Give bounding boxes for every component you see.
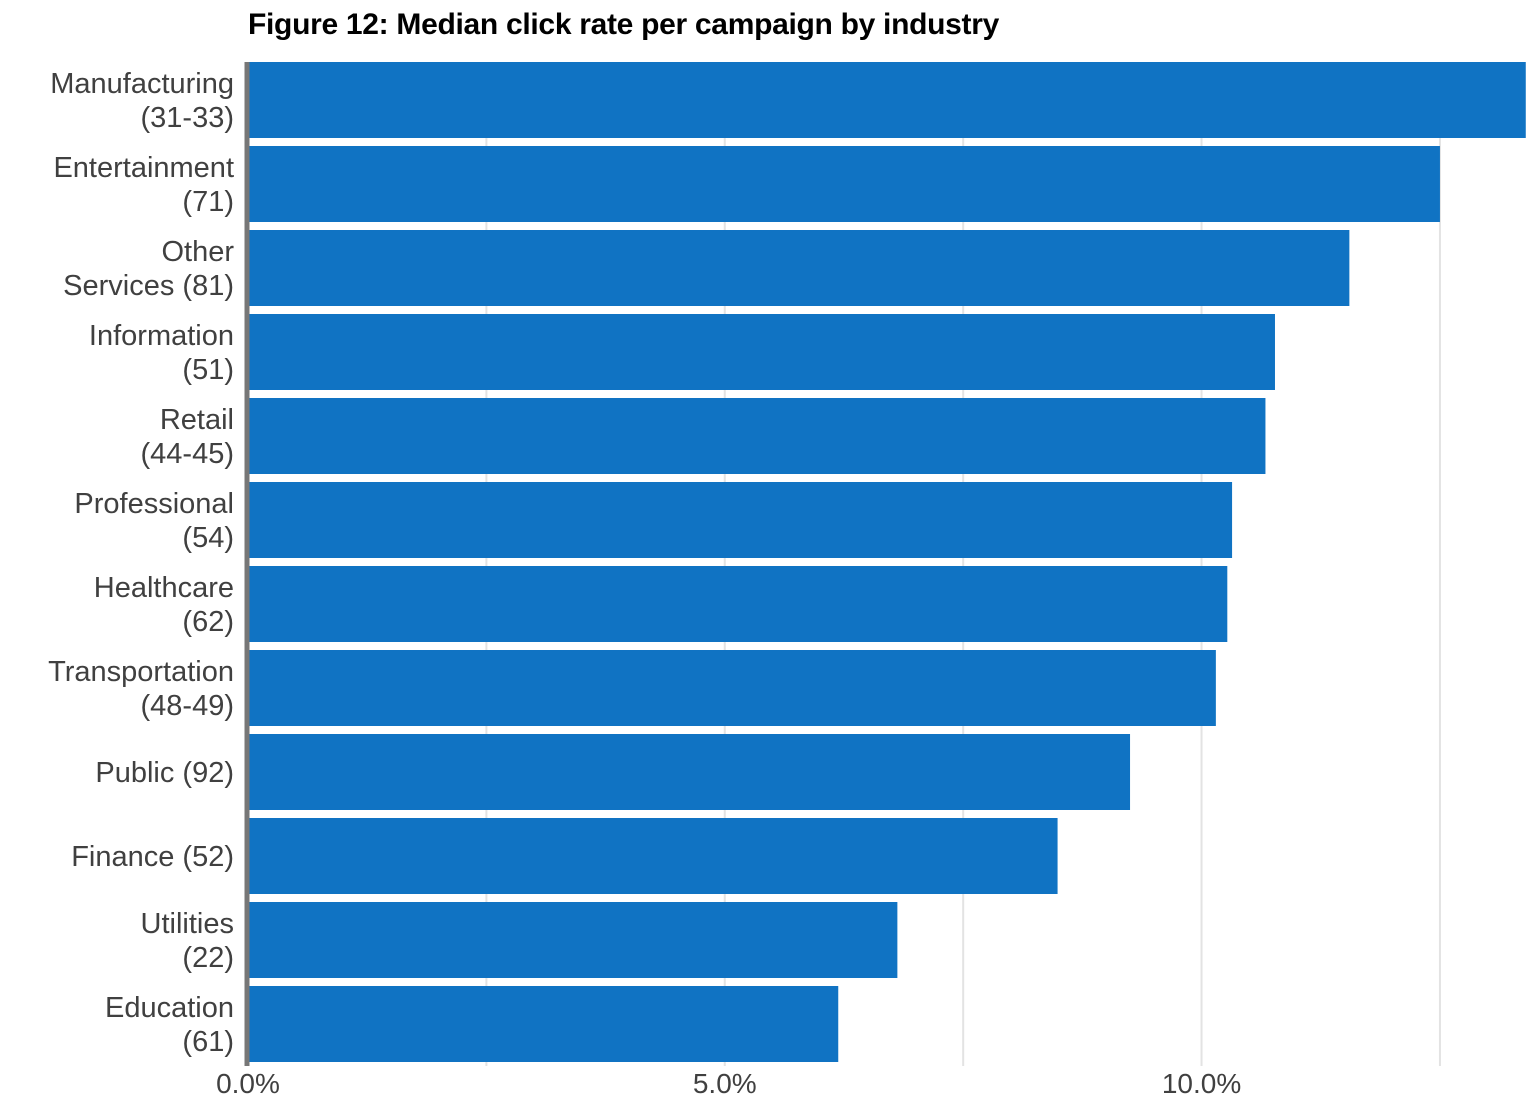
category-label-line: Other — [161, 236, 234, 268]
bar — [248, 734, 1131, 810]
category-label: Healthcare (62) — [94, 572, 234, 638]
category-label-line: (71) — [182, 186, 234, 218]
category-label: Utilities (22) — [141, 908, 234, 974]
category-label-line: (61) — [182, 1026, 234, 1058]
category-label-line: Manufacturing — [50, 68, 234, 100]
x-tick-label: 0.0% — [216, 1068, 280, 1099]
category-label: Public (92) — [95, 757, 234, 789]
category-label: Information (51) — [89, 320, 234, 386]
bar — [248, 986, 839, 1062]
category-label: Manufacturing (31-33) — [50, 68, 234, 134]
category-label-line: (44-45) — [141, 438, 235, 470]
bar — [248, 818, 1058, 894]
category-label-line: Services (81) — [63, 270, 234, 302]
category-label: Other Services (81) — [63, 236, 234, 302]
bar — [248, 482, 1233, 558]
bar — [248, 398, 1266, 474]
bar — [248, 650, 1216, 726]
category-label-line: Retail — [160, 404, 234, 436]
category-label: Professional (54) — [74, 488, 234, 554]
bar — [248, 314, 1275, 390]
category-label: Entertainment (71) — [53, 152, 234, 218]
category-label-line: Public (92) — [95, 757, 234, 789]
category-label-line: (48-49) — [141, 690, 235, 722]
bar — [248, 62, 1526, 138]
category-label-line: Entertainment — [53, 152, 234, 184]
category-label-line: (31-33) — [141, 102, 235, 134]
category-label-line: (51) — [182, 354, 234, 386]
category-label-line: Utilities — [141, 908, 234, 940]
chart-title: Figure 12: Median click rate per campaig… — [248, 8, 999, 41]
bar — [248, 902, 898, 978]
category-label: Finance (52) — [71, 841, 234, 873]
category-label-line: Information — [89, 320, 234, 352]
category-label: Education (61) — [105, 992, 234, 1058]
bar — [248, 230, 1350, 306]
category-label: Transportation (48-49) — [48, 656, 234, 722]
bar — [248, 146, 1440, 222]
category-label-line: Finance (52) — [71, 841, 234, 873]
category-label-line: Professional — [74, 488, 234, 520]
category-label-line: Education — [105, 992, 234, 1024]
category-label-line: (22) — [182, 942, 234, 974]
category-label-line: (54) — [182, 522, 234, 554]
bar — [248, 566, 1228, 642]
x-tick-label: 10.0% — [1162, 1068, 1241, 1099]
category-label-line: Healthcare — [94, 572, 234, 604]
category-label: Retail (44-45) — [141, 404, 235, 470]
category-label-line: (62) — [182, 606, 234, 638]
category-label-line: Transportation — [48, 656, 234, 688]
x-tick-label: 5.0% — [693, 1068, 757, 1099]
